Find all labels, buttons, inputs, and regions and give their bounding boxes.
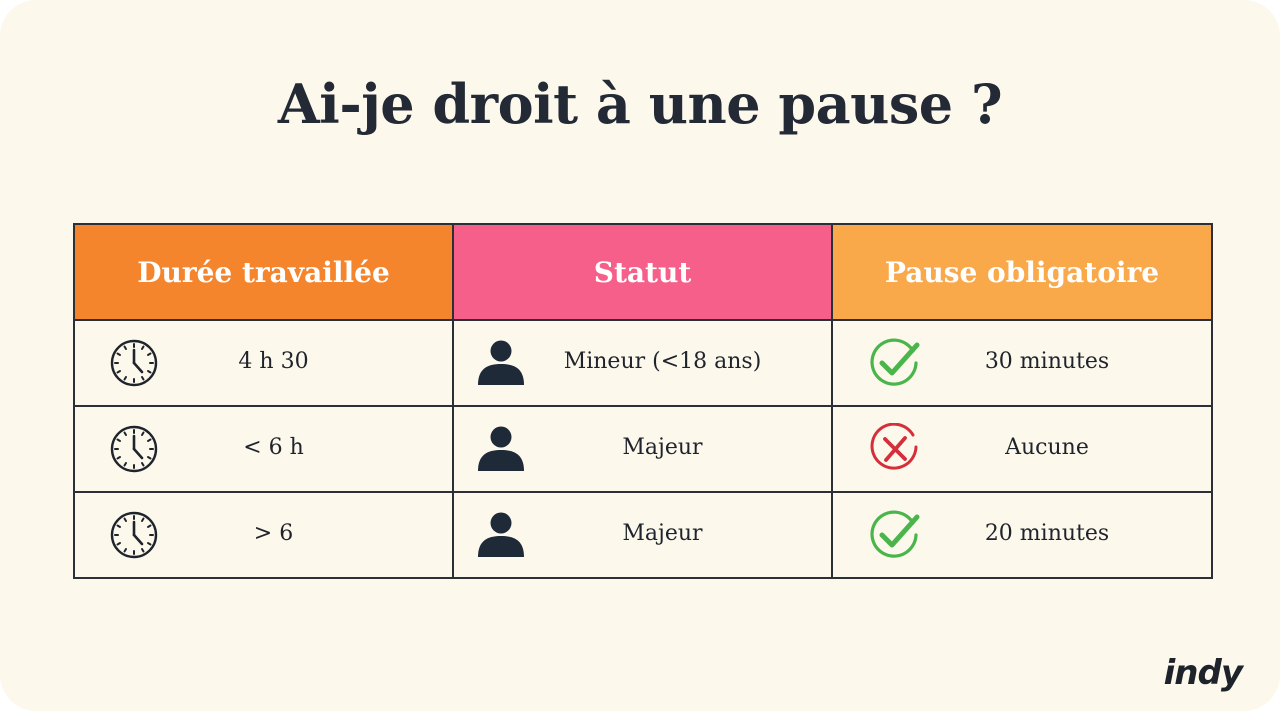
- status-cell: Majeur: [452, 491, 833, 579]
- clock-icon: [110, 511, 158, 559]
- status-value: Majeur: [622, 435, 703, 460]
- pause-value: Aucune: [1005, 435, 1089, 460]
- table-header-row: Durée travaillée Statut Pause obligatoir…: [73, 223, 1213, 321]
- table-row: 4 h 30 Mineur (<18 ans) 30 minutes: [73, 319, 1213, 407]
- table-row: > 6 Majeur 20 minutes: [73, 491, 1213, 579]
- header-status: Statut: [452, 223, 833, 321]
- check-icon: [870, 338, 920, 386]
- clock-icon: [110, 425, 158, 473]
- pause-table: Durée travaillée Statut Pause obligatoir…: [73, 223, 1213, 579]
- check-icon: [870, 510, 920, 558]
- duration-cell: 4 h 30: [73, 319, 454, 407]
- clock-icon: [110, 339, 158, 387]
- page-title: Ai-je droit à une pause ?: [277, 72, 1003, 136]
- pause-cell: Aucune: [831, 405, 1213, 493]
- person-icon: [478, 426, 524, 471]
- cross-icon: [870, 423, 918, 470]
- pause-cell: 20 minutes: [831, 491, 1213, 579]
- duration-value: < 6 h: [243, 435, 304, 460]
- duration-cell: > 6: [73, 491, 454, 579]
- status-cell: Mineur (<18 ans): [452, 319, 833, 407]
- pause-value: 20 minutes: [984, 521, 1110, 546]
- person-icon: [478, 340, 524, 385]
- duration-value: > 6: [253, 521, 294, 546]
- indy-logo: indy: [1163, 653, 1243, 693]
- status-value: Mineur (<18 ans): [563, 349, 762, 374]
- duration-value: 4 h 30: [238, 349, 309, 374]
- status-value: Majeur: [622, 521, 703, 546]
- header-pause: Pause obligatoire: [831, 223, 1213, 321]
- person-icon: [478, 512, 524, 557]
- table-row: < 6 h Majeur Aucune: [73, 405, 1213, 493]
- header-duration: Durée travaillée: [73, 223, 454, 321]
- duration-cell: < 6 h: [73, 405, 454, 493]
- pause-cell: 30 minutes: [831, 319, 1213, 407]
- status-cell: Majeur: [452, 405, 833, 493]
- pause-value: 30 minutes: [984, 349, 1110, 374]
